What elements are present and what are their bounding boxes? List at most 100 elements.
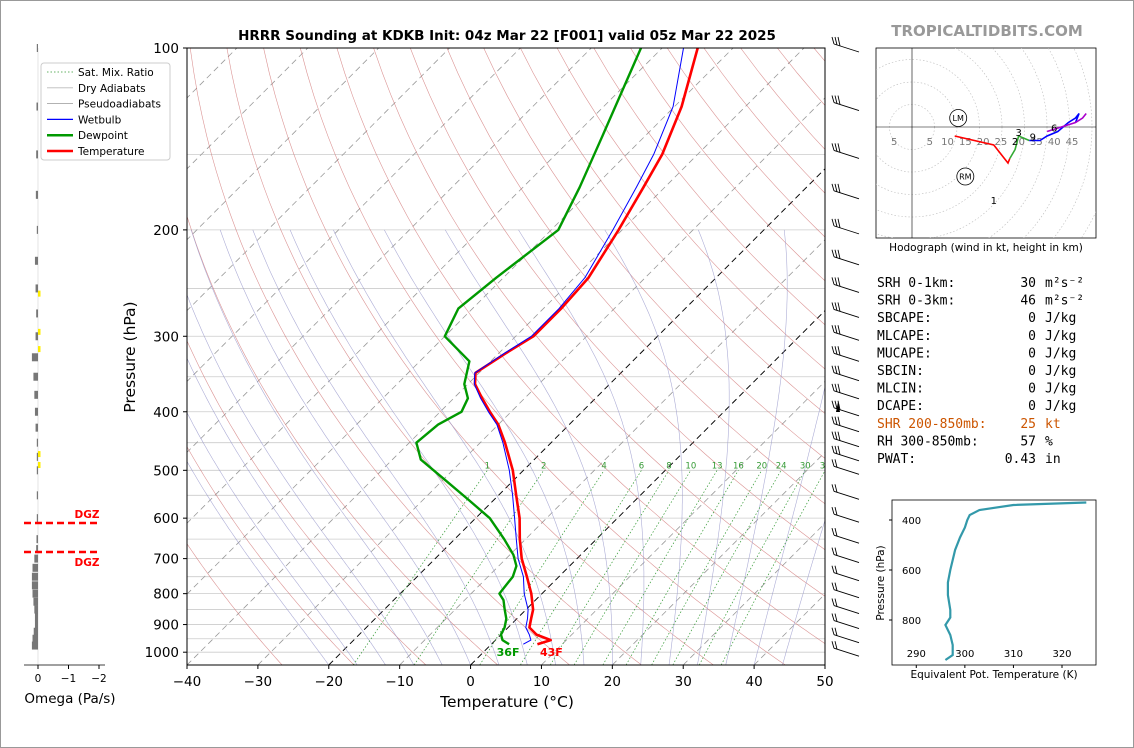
- y-tick-label: 200: [153, 223, 179, 239]
- theta-e-y-label: Pressure (hPa): [875, 545, 887, 620]
- barb-flag: [831, 95, 835, 103]
- mixing-ratio-label: 36: [820, 461, 831, 471]
- index-value: 0: [1028, 399, 1036, 414]
- barb-staff: [833, 438, 860, 448]
- index-unit: m²s⁻²: [1045, 294, 1084, 309]
- mixing-ratio-line: [353, 470, 488, 665]
- index-value: 0: [1028, 311, 1036, 326]
- wind-barb: [831, 416, 860, 433]
- x-tick-label: −40: [173, 674, 202, 690]
- index-unit: in: [1045, 452, 1061, 467]
- pseudoadiabat: [604, 229, 683, 665]
- omega-bar: [36, 545, 38, 554]
- omega-bar: [34, 256, 38, 265]
- barb-flag: [837, 36, 841, 47]
- index-row: MUCAPE: 0 J/kg: [877, 346, 1076, 361]
- index-unit: J/kg: [1045, 364, 1076, 379]
- pseudoadiabat: [187, 412, 358, 665]
- index-row: SHR 200-850mb: 25 kt: [877, 417, 1061, 432]
- dewpoint-profile: [415, 48, 643, 646]
- theta-e-panel: 290 300 310 320 400 600 800: [889, 499, 1097, 668]
- barb-flag: [831, 459, 835, 467]
- wind-barb: [831, 627, 860, 644]
- index-value: 0: [1028, 346, 1036, 361]
- pseudoadiabat: [753, 385, 825, 665]
- wind-barb: [831, 459, 860, 475]
- omega-dgz-mark: [38, 451, 41, 458]
- hodograph-ring-label: 45: [1066, 137, 1079, 148]
- isotherm: [257, 97, 825, 665]
- dgz-label: DGZ: [75, 557, 100, 569]
- skewt-legend: Sat. Mix. Ratio Dry Adiabats Pseudoadiabat…: [40, 62, 171, 161]
- omega-panel: DGZ DGZ 0 −1 −2: [24, 44, 107, 685]
- index-label: MLCAPE:: [877, 329, 932, 344]
- wind-barb: [831, 325, 860, 341]
- barb-staff: [833, 605, 860, 614]
- omega-bar: [32, 634, 38, 643]
- zero-isotherm: [470, 309, 825, 665]
- barb-flag: [831, 547, 835, 555]
- index-row: SRH 0-1km: 30 m²s⁻²: [877, 276, 1084, 291]
- hodograph-trace: [1046, 113, 1087, 133]
- omega-bar: [34, 407, 38, 416]
- barb-flag: [837, 325, 841, 335]
- hodograph-height-label: 1: [991, 196, 997, 207]
- barb-staff: [833, 43, 860, 53]
- index-unit: J/kg: [1045, 311, 1076, 326]
- barb-staff: [833, 256, 860, 266]
- mixing-ratio-line: [720, 470, 825, 665]
- index-value: 0: [1028, 329, 1036, 344]
- theta-e-x-tick-label: 290: [907, 649, 926, 660]
- surface-dewpoint-label: 36F: [497, 646, 520, 659]
- omega-bar: [33, 627, 38, 636]
- dry-adiabat: [187, 215, 498, 665]
- dry-adiabat: [410, 48, 825, 551]
- omega-bar: [35, 423, 38, 432]
- wind-barb: [831, 565, 860, 582]
- y-tick-label: 300: [153, 329, 179, 345]
- barb-flag: [831, 249, 835, 257]
- index-unit: %: [1045, 434, 1053, 449]
- barb-flag: [834, 484, 838, 493]
- barb-staff: [833, 225, 860, 235]
- barb-flag: [831, 365, 835, 373]
- index-label: SBCAPE:: [877, 311, 932, 326]
- theta-e-x-label: Equivalent Pot. Temperature (K): [910, 669, 1077, 681]
- omega-bar: [31, 572, 38, 581]
- barb-flag: [837, 277, 841, 287]
- barb-flag: [831, 613, 835, 621]
- theta-e-x-tick-label: 310: [1004, 649, 1023, 660]
- wetbulb-profile: [473, 48, 684, 645]
- y-tick-label: 500: [153, 463, 179, 479]
- barb-flag: [834, 613, 838, 622]
- barb-flag: [834, 431, 838, 440]
- dry-adiabat: [336, 48, 825, 644]
- x-tick-label: −10: [385, 674, 414, 690]
- barb-staff: [833, 149, 860, 159]
- index-unit: m²s⁻²: [1045, 276, 1084, 291]
- hodograph-height-label: 2: [1012, 137, 1018, 148]
- y-tick-label: 1000: [145, 645, 179, 661]
- isotherm: [187, 48, 734, 595]
- wind-barb: [831, 346, 860, 362]
- barb-flag: [831, 383, 835, 391]
- barb-staff: [833, 423, 860, 433]
- pseudoadiabat: [384, 229, 585, 665]
- barb-flag: [834, 183, 838, 192]
- pseudoadiabat: [782, 519, 825, 665]
- index-label: SBCIN:: [877, 364, 924, 379]
- legend-entry: Wetbulb: [78, 114, 122, 126]
- dry-adiabat: [187, 543, 283, 665]
- index-unit: J/kg: [1045, 346, 1076, 361]
- dry-adiabat: [593, 48, 825, 326]
- pseudoadiabat: [252, 229, 500, 665]
- x-tick-label: 50: [816, 674, 833, 690]
- legend-box: [40, 62, 171, 161]
- pseudoadiabat: [333, 229, 556, 665]
- barb-flag: [834, 565, 838, 574]
- mixing-ratio-label: 24: [776, 461, 787, 471]
- barb-flag: [831, 598, 835, 606]
